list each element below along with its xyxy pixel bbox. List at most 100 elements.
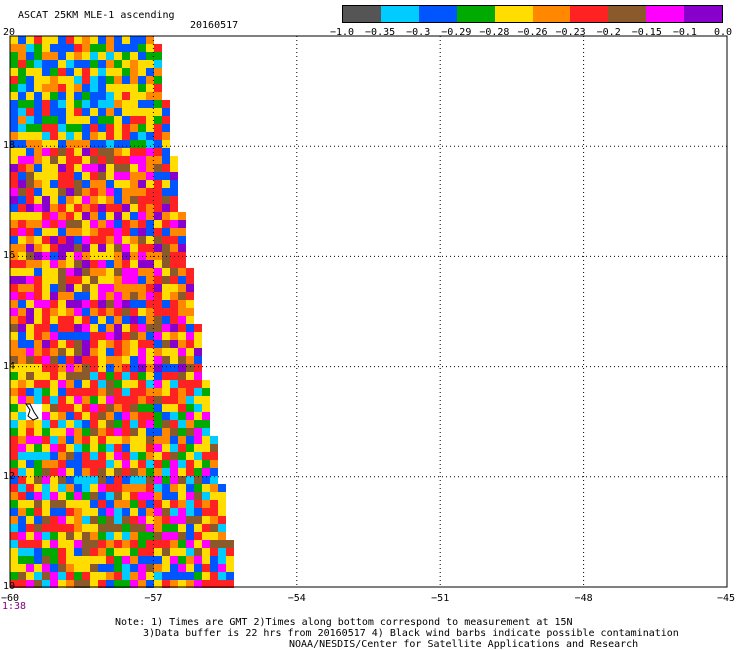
swath-cell [114, 564, 122, 572]
swath-cell [162, 572, 170, 580]
swath-cell [90, 172, 98, 180]
swath-cell [138, 452, 146, 460]
swath-cell [114, 68, 122, 76]
swath-cell [162, 540, 170, 548]
swath-cell [66, 284, 74, 292]
swath-cell [106, 140, 114, 148]
swath-cell [50, 428, 58, 436]
swath-cell [74, 212, 82, 220]
swath-cell [154, 420, 162, 428]
swath-cell [210, 580, 218, 588]
swath-cell [146, 444, 154, 452]
map-date: 20160517 [190, 20, 239, 31]
swath-cell [82, 84, 90, 92]
swath-cell [178, 228, 186, 236]
swath-cell [202, 532, 210, 540]
swath-cell [138, 500, 146, 508]
swath-cell [42, 580, 50, 588]
swath-cell [170, 260, 178, 268]
swath-cell [114, 52, 122, 60]
swath-cell [154, 340, 162, 348]
swath-cell [170, 324, 178, 332]
swath-cell [98, 420, 106, 428]
swath-cell [34, 108, 42, 116]
swath-cell [178, 348, 186, 356]
swath-cell [210, 452, 218, 460]
swath-cell [106, 572, 114, 580]
swath-cell [130, 436, 138, 444]
swath-cell [130, 244, 138, 252]
swath-cell [82, 380, 90, 388]
swath-cell [58, 540, 66, 548]
swath-cell [26, 316, 34, 324]
swath-cell [58, 76, 66, 84]
swath-cell [162, 364, 170, 372]
swath-cell [50, 500, 58, 508]
swath-cell [162, 260, 170, 268]
swath-cell [122, 132, 130, 140]
swath-cell [42, 44, 50, 52]
swath-cell [186, 468, 194, 476]
swath-cell [122, 284, 130, 292]
swath-cell [34, 84, 42, 92]
swath-cell [42, 380, 50, 388]
swath-cell [34, 140, 42, 148]
swath-cell [130, 268, 138, 276]
swath-cell [58, 572, 66, 580]
swath-cell [18, 140, 26, 148]
swath-cell [90, 548, 98, 556]
swath-cell [74, 300, 82, 308]
swath-cell [74, 436, 82, 444]
swath-cell [42, 492, 50, 500]
swath-cell [122, 380, 130, 388]
swath-cell [98, 460, 106, 468]
swath-cell [10, 372, 18, 380]
swath-cell [74, 564, 82, 572]
swath-cell [98, 540, 106, 548]
swath-cell [10, 444, 18, 452]
swath-cell [34, 52, 42, 60]
swath-cell [34, 292, 42, 300]
colorbar-label: −0.28 [479, 27, 510, 38]
swath-cell [154, 548, 162, 556]
swath-cell [42, 508, 50, 516]
latitude-label: 16 [3, 250, 16, 262]
swath-cell [26, 556, 34, 564]
swath-cell [106, 324, 114, 332]
swath-cell [98, 284, 106, 292]
swath-cell [42, 548, 50, 556]
swath-cell [202, 580, 210, 588]
swath-cell [66, 404, 74, 412]
swath-cell [122, 172, 130, 180]
swath-cell [74, 476, 82, 484]
swath-cell [162, 140, 170, 148]
swath-cell [58, 116, 66, 124]
swath-cell [154, 92, 162, 100]
swath-cell [50, 84, 58, 92]
swath-cell [154, 116, 162, 124]
swath-cell [50, 116, 58, 124]
swath-cell [170, 204, 178, 212]
swath-cell [170, 436, 178, 444]
swath-cell [18, 324, 26, 332]
swath-cell [170, 292, 178, 300]
swath-cell [106, 180, 114, 188]
swath-cell [26, 444, 34, 452]
swath-cell [42, 196, 50, 204]
swath-cell [66, 180, 74, 188]
swath-cell [154, 68, 162, 76]
swath-cell [130, 452, 138, 460]
swath-cell [10, 188, 18, 196]
swath-cell [34, 372, 42, 380]
swath-cell [34, 316, 42, 324]
swath-cell [114, 284, 122, 292]
swath-cell [98, 444, 106, 452]
swath-cell [66, 316, 74, 324]
swath-cell [114, 140, 122, 148]
swath-cell [34, 532, 42, 540]
swath-cell [98, 228, 106, 236]
swath-cell [178, 420, 186, 428]
map-frame [9, 35, 728, 588]
swath-cell [114, 428, 122, 436]
swath-cell [98, 84, 106, 92]
